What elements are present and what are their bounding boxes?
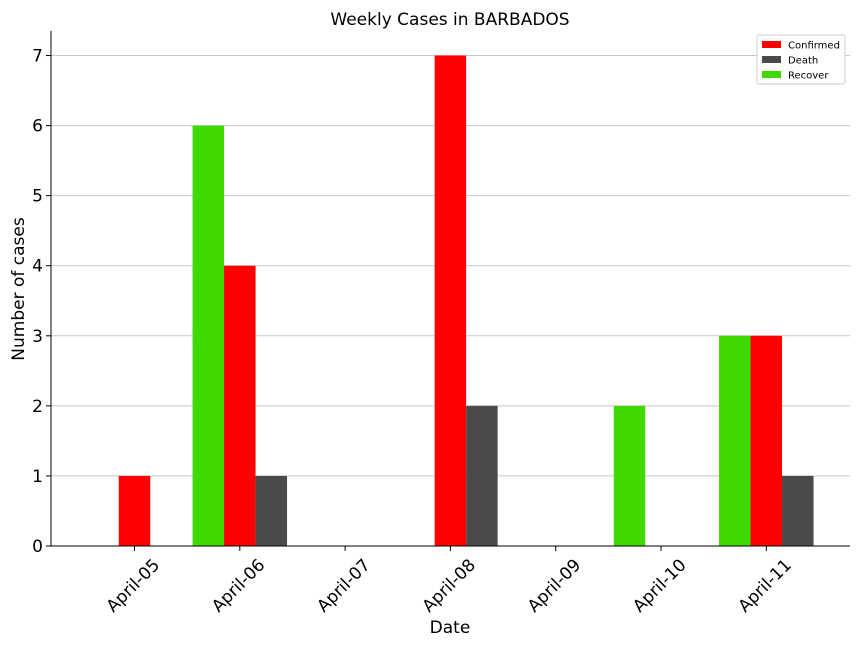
legend-swatch-death — [762, 56, 781, 63]
legend-label-confirmed: Confirmed — [788, 41, 840, 52]
y-axis-label: Number of cases — [9, 217, 29, 361]
bar-confirmed-april-08 — [434, 55, 467, 547]
bar-death-april-08 — [466, 405, 498, 546]
bars — [118, 55, 814, 547]
legend: Confirmed Death Recover — [756, 34, 846, 85]
y-tick-label: 6 — [32, 117, 43, 137]
x-tick-label: April-05 — [103, 555, 164, 616]
legend-swatch-confirmed — [762, 41, 781, 48]
x-tick-label: April-11 — [735, 555, 796, 616]
x-tick-label: April-07 — [313, 555, 374, 616]
y-tick-label: 4 — [32, 257, 43, 277]
bar-confirmed-april-11 — [750, 335, 783, 546]
legend-label-death: Death — [788, 56, 818, 67]
x-axis-label: Date — [430, 618, 471, 638]
bar-recover-april-11 — [719, 335, 751, 546]
bar-recover-april-10 — [613, 405, 646, 546]
y-tick-label: 5 — [32, 187, 43, 207]
bar-confirmed-april-05 — [118, 475, 151, 546]
y-tick-label: 0 — [32, 537, 43, 557]
y-ticks: 0 1 2 3 4 5 6 7 — [32, 47, 51, 557]
x-tick-label: April-08 — [419, 555, 480, 616]
x-tick-label: April-06 — [208, 555, 269, 616]
x-ticks: April-05 April-06 April-07 April-08 April-09… — [103, 546, 796, 617]
bar-recover-april-06 — [192, 125, 225, 547]
x-tick-label: April-09 — [524, 555, 585, 616]
bar-confirmed-april-06 — [224, 265, 256, 546]
y-tick-label: 7 — [32, 47, 43, 67]
legend-label-recover: Recover — [788, 71, 829, 82]
chart-title: Weekly Cases in BARBADOS — [330, 10, 569, 30]
legend-swatch-recover — [762, 71, 781, 78]
x-tick-label: April-10 — [629, 555, 690, 616]
y-tick-label: 1 — [32, 467, 43, 487]
y-tick-label: 2 — [32, 397, 43, 417]
bar-death-april-11 — [782, 475, 814, 546]
y-tick-label: 3 — [32, 327, 43, 347]
bar-death-april-06 — [255, 475, 288, 546]
